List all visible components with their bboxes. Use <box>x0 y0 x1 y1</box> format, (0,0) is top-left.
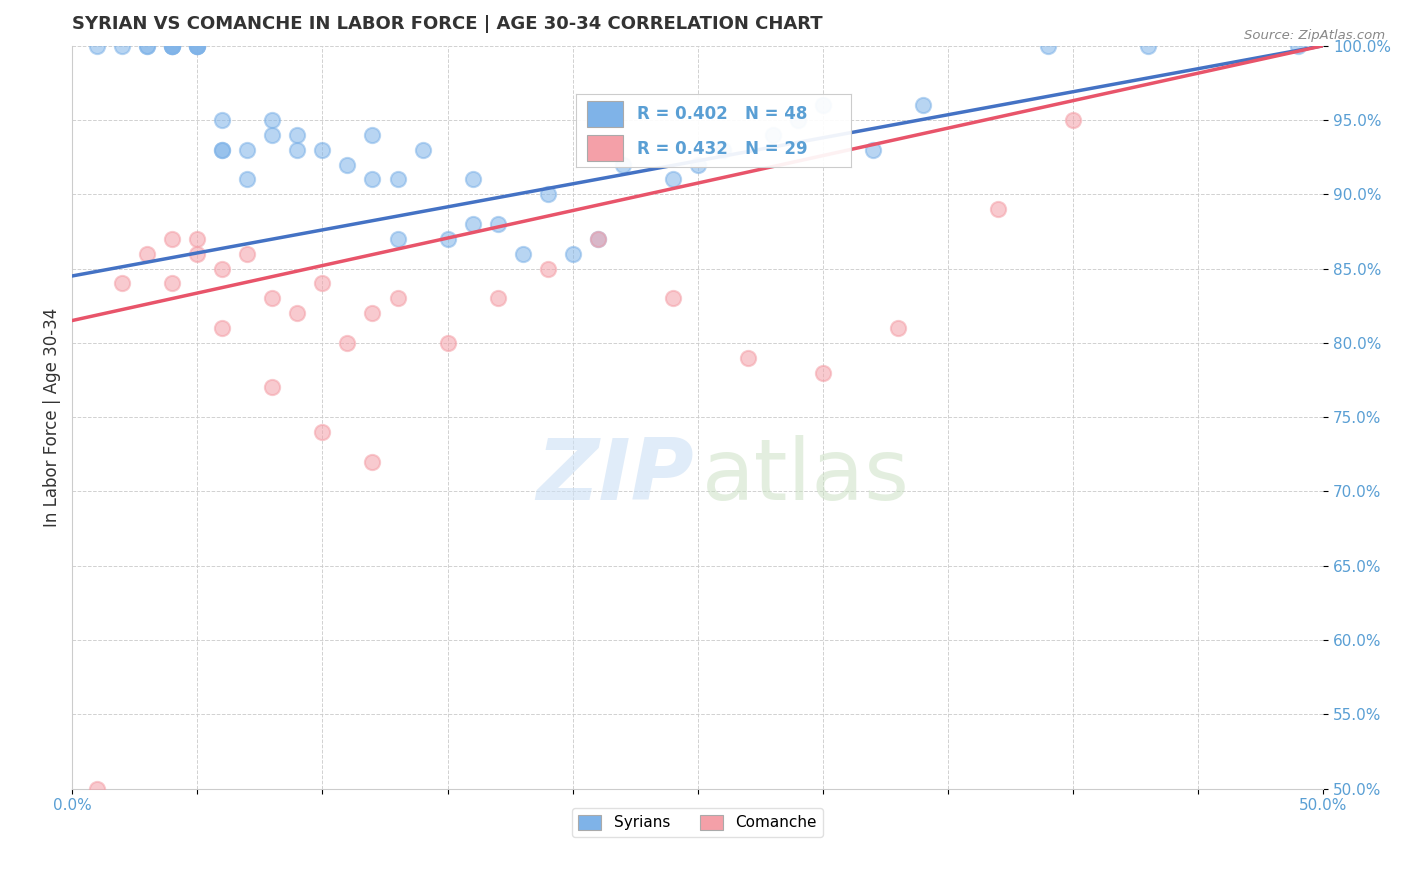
Point <box>711 143 734 157</box>
Text: SYRIAN VS COMANCHE IN LABOR FORCE | AGE 30-34 CORRELATION CHART: SYRIAN VS COMANCHE IN LABOR FORCE | AGE … <box>72 15 823 33</box>
Point <box>311 425 333 439</box>
Point <box>686 157 709 171</box>
Text: Source: ZipAtlas.com: Source: ZipAtlas.com <box>1244 29 1385 42</box>
Point <box>162 38 184 53</box>
Point <box>211 112 233 127</box>
Point <box>436 232 458 246</box>
Point <box>586 232 609 246</box>
Point <box>911 98 934 112</box>
Point <box>186 38 208 53</box>
Point <box>162 232 184 246</box>
Point <box>811 366 834 380</box>
Point <box>111 277 134 291</box>
Point <box>162 38 184 53</box>
Point <box>387 291 409 305</box>
Point <box>661 172 683 186</box>
Point <box>762 128 785 142</box>
Point <box>211 143 233 157</box>
Point <box>162 38 184 53</box>
Text: atlas: atlas <box>702 435 910 518</box>
Point <box>287 306 309 320</box>
Text: R = 0.432   N = 29: R = 0.432 N = 29 <box>637 139 807 158</box>
Point <box>211 143 233 157</box>
Point <box>236 172 259 186</box>
Point <box>661 291 683 305</box>
Point <box>336 157 359 171</box>
Point <box>412 143 434 157</box>
Point <box>461 172 484 186</box>
Text: R = 0.402   N = 48: R = 0.402 N = 48 <box>637 105 807 123</box>
Point <box>361 455 384 469</box>
Point <box>311 143 333 157</box>
Y-axis label: In Labor Force | Age 30-34: In Labor Force | Age 30-34 <box>44 308 60 526</box>
Point <box>111 38 134 53</box>
Point <box>262 128 284 142</box>
Point <box>287 128 309 142</box>
Point <box>262 380 284 394</box>
FancyBboxPatch shape <box>588 101 623 127</box>
Point <box>311 277 333 291</box>
Point <box>862 143 884 157</box>
Point <box>387 172 409 186</box>
Point <box>186 38 208 53</box>
Point <box>612 157 634 171</box>
FancyBboxPatch shape <box>588 136 623 161</box>
Point <box>262 291 284 305</box>
Point <box>211 321 233 335</box>
Point <box>1137 38 1160 53</box>
Point <box>461 217 484 231</box>
Point <box>136 38 159 53</box>
Point <box>287 143 309 157</box>
Point <box>186 38 208 53</box>
Point <box>1062 112 1084 127</box>
Point <box>336 335 359 350</box>
Point <box>737 351 759 365</box>
Point <box>387 232 409 246</box>
Point <box>786 112 808 127</box>
Legend: Syrians, Comanche: Syrians, Comanche <box>572 808 824 837</box>
Point <box>211 261 233 276</box>
Point <box>561 246 583 260</box>
Point <box>186 246 208 260</box>
Point <box>811 98 834 112</box>
Point <box>162 38 184 53</box>
Point <box>512 246 534 260</box>
Point <box>1036 38 1059 53</box>
Point <box>186 232 208 246</box>
Point <box>236 143 259 157</box>
Point <box>136 246 159 260</box>
Point <box>987 202 1010 216</box>
Point <box>86 38 108 53</box>
Point <box>1286 38 1309 53</box>
Point <box>361 128 384 142</box>
Point <box>236 246 259 260</box>
Point <box>436 335 458 350</box>
Point <box>262 112 284 127</box>
Point <box>536 261 558 276</box>
Point <box>486 217 509 231</box>
Point <box>136 38 159 53</box>
Point <box>887 321 910 335</box>
Point <box>361 172 384 186</box>
Point <box>86 781 108 796</box>
Point <box>486 291 509 305</box>
Text: ZIP: ZIP <box>536 435 695 518</box>
Point <box>536 187 558 202</box>
Point <box>162 277 184 291</box>
Point <box>186 38 208 53</box>
Point <box>361 306 384 320</box>
Point <box>586 232 609 246</box>
